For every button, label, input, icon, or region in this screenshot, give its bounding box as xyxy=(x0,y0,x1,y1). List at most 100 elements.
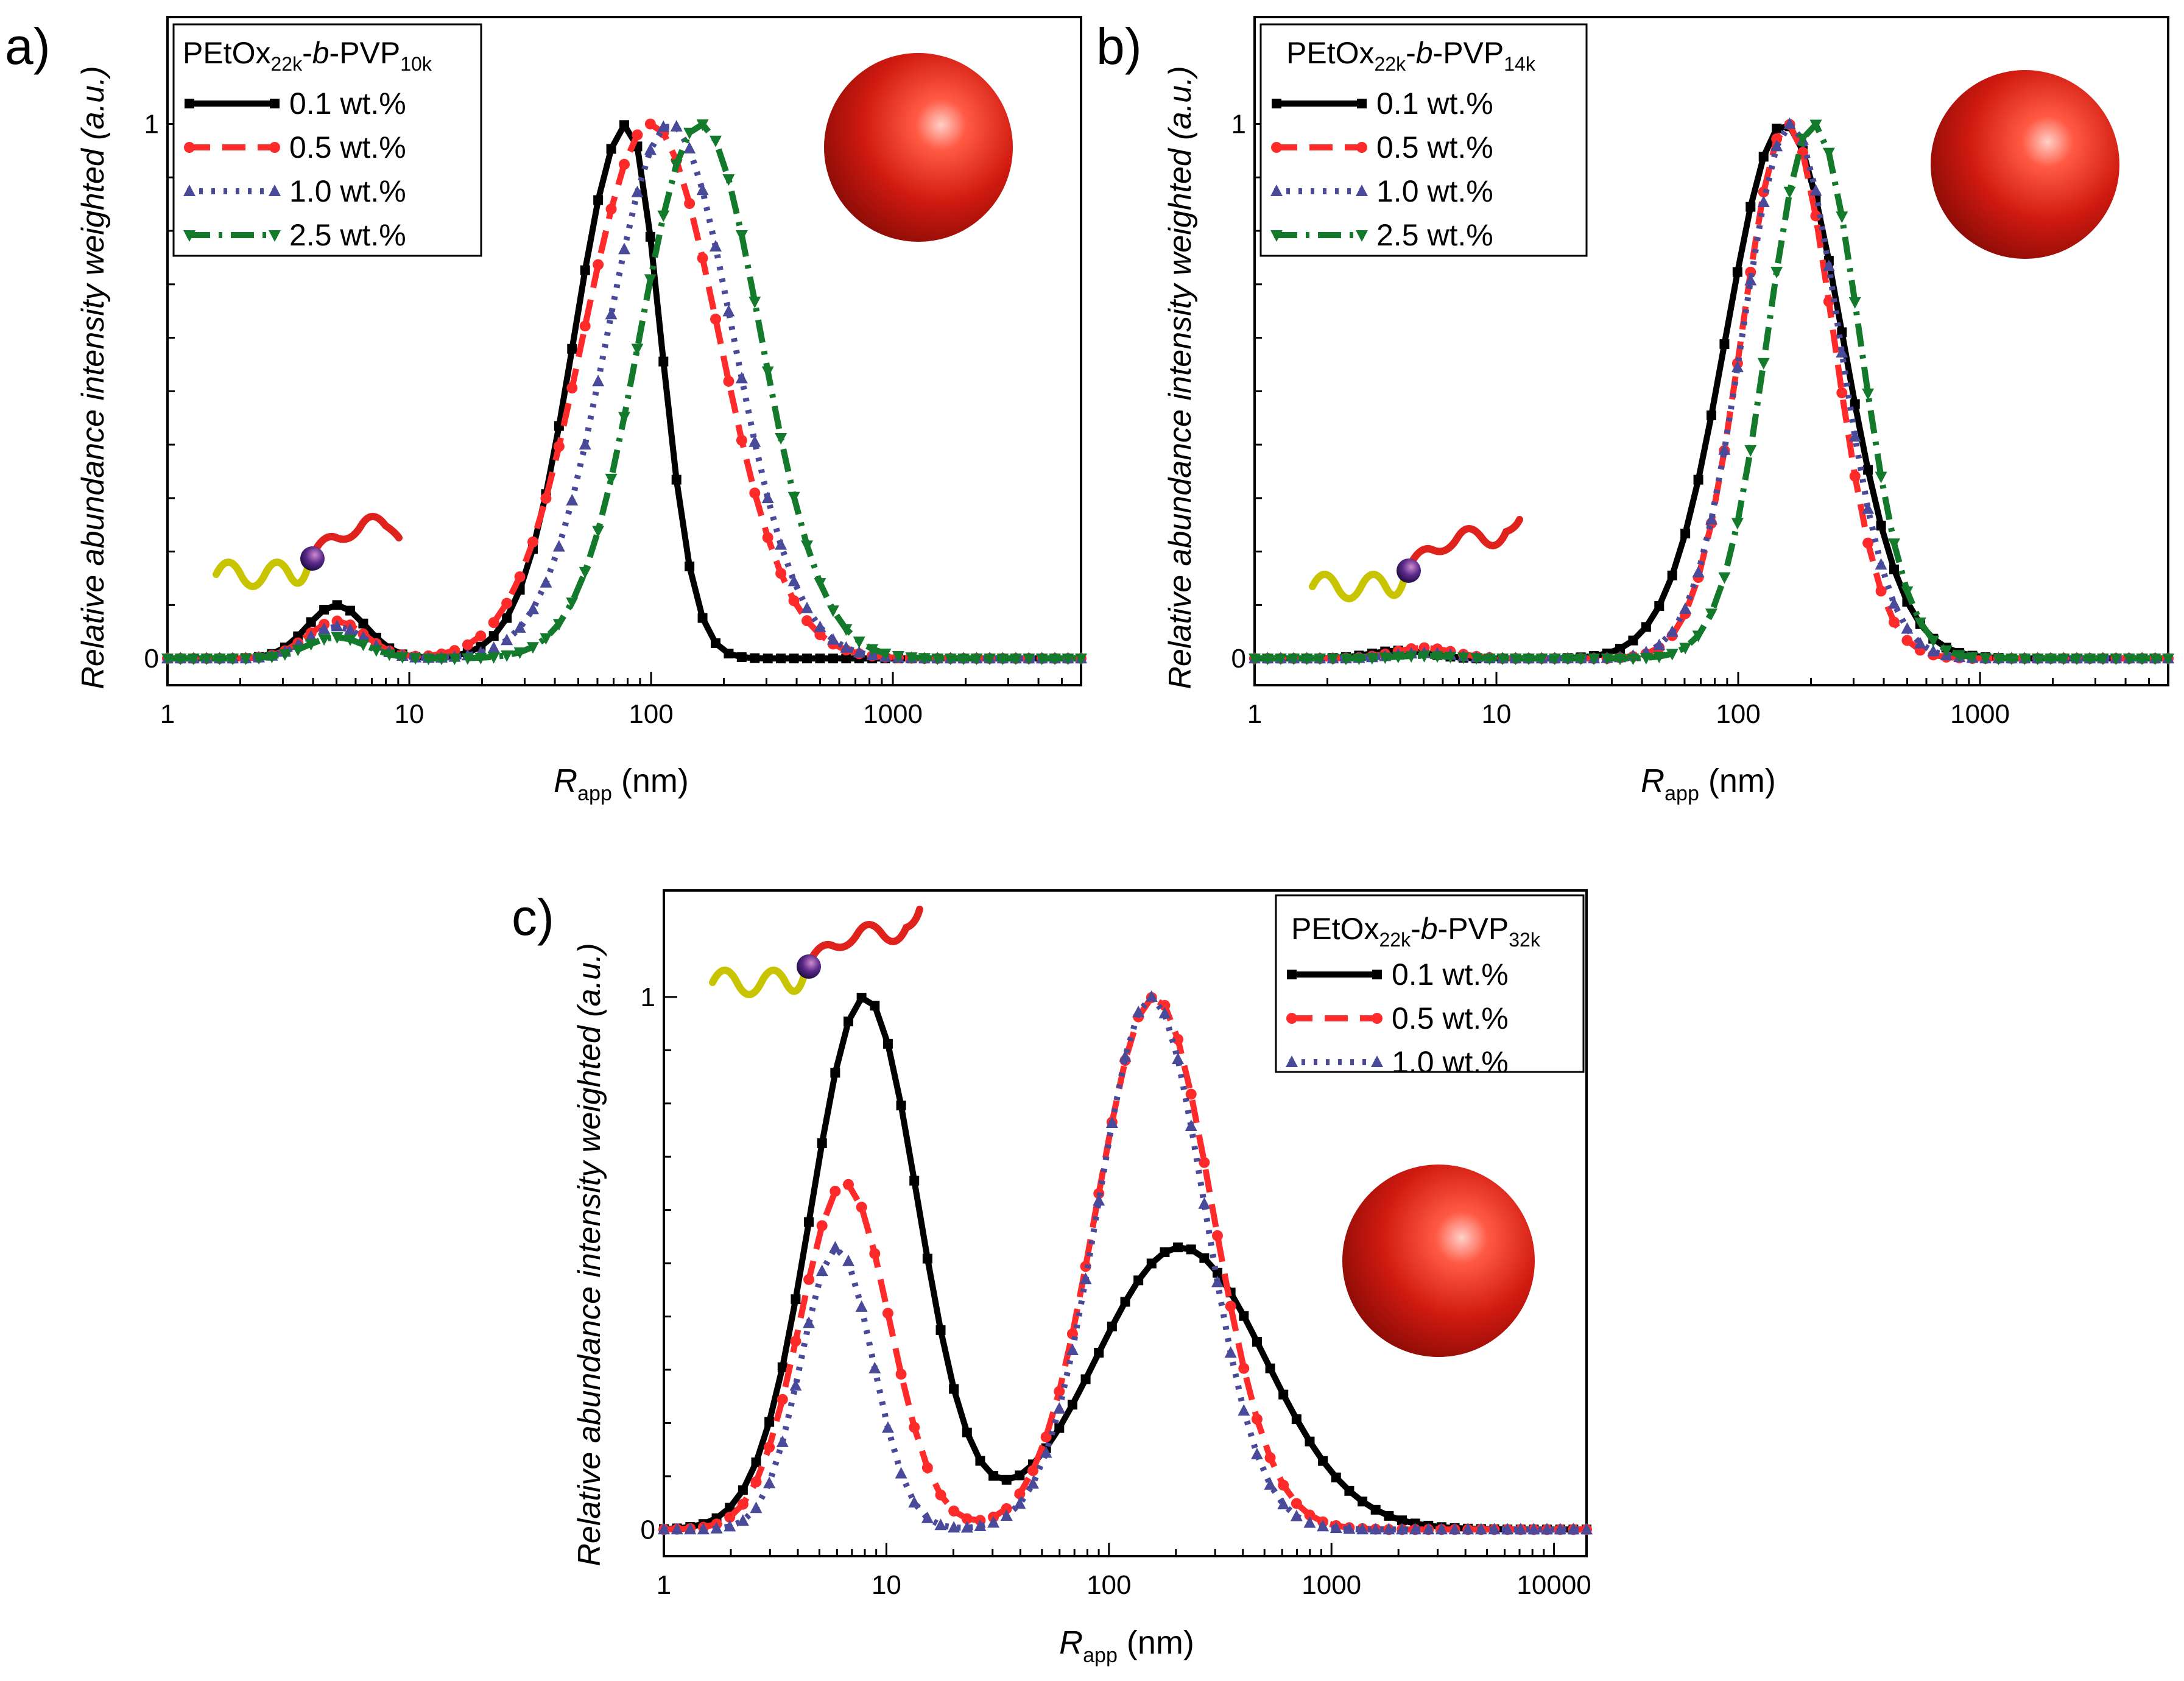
data-point xyxy=(944,654,957,666)
legend-marker xyxy=(1371,1055,1383,1067)
data-point xyxy=(1901,635,1913,646)
data-point xyxy=(580,265,590,275)
data-point xyxy=(266,652,278,664)
data-point xyxy=(592,375,605,387)
legend-label: 0.1 wt.% xyxy=(1392,957,1509,992)
legend-label: 1.0 wt.% xyxy=(1376,174,1493,208)
data-point xyxy=(749,487,761,499)
data-point xyxy=(1370,1504,1381,1515)
data-point xyxy=(566,597,579,610)
data-point xyxy=(840,624,853,636)
data-point xyxy=(1889,616,1900,628)
legend-b: PEtOx22k-b-PVP14k 0.1 wt.% 0.5 wt.% 1.0 wt… xyxy=(1259,23,1588,257)
panel-label-b: b) xyxy=(1096,18,1142,75)
data-point xyxy=(658,356,669,367)
data-point xyxy=(619,120,629,130)
x-axis-label-a: Rapp (nm) xyxy=(554,763,689,805)
data-point xyxy=(644,274,657,286)
data-point xyxy=(1353,654,1365,666)
data-point xyxy=(737,1498,749,1510)
data-point xyxy=(1384,1510,1394,1521)
y-axis-label-c: Relative abundance intensity weighted (a… xyxy=(572,943,607,1566)
data-point xyxy=(787,574,800,587)
data-point xyxy=(895,1369,907,1380)
data-point xyxy=(1409,1523,1421,1535)
data-point xyxy=(1692,566,1705,578)
data-point xyxy=(1278,1389,1289,1400)
data-point xyxy=(948,1521,960,1533)
data-point xyxy=(1239,1311,1249,1321)
data-point xyxy=(2136,654,2149,666)
data-point xyxy=(1303,1516,1316,1528)
legend-label: 0.1 wt.% xyxy=(289,86,406,121)
legend-entry: 1.0 wt.% xyxy=(1270,174,1493,208)
data-point xyxy=(957,654,970,666)
data-point xyxy=(1966,652,1979,664)
legend-marker xyxy=(1286,1013,1297,1024)
data-point xyxy=(357,640,370,652)
data-point xyxy=(830,1068,840,1078)
data-point xyxy=(801,601,813,613)
legend-marker xyxy=(1270,185,1283,196)
data-point xyxy=(1501,1523,1514,1535)
legend-title-b: PEtOx22k-b-PVP14k xyxy=(1286,36,1536,75)
data-point xyxy=(776,1435,789,1447)
data-point xyxy=(1172,1052,1185,1065)
legend-marker xyxy=(1356,230,1368,242)
legend-entry: 2.5 wt.% xyxy=(183,218,406,252)
data-point xyxy=(892,650,904,663)
data-point xyxy=(801,540,813,552)
plot-frame xyxy=(166,16,1082,686)
data-point xyxy=(1397,1515,1407,1526)
data-point xyxy=(1053,1401,1066,1414)
data-point xyxy=(1875,585,1887,597)
legend-marker xyxy=(1271,142,1282,153)
data-point xyxy=(657,210,670,222)
data-point xyxy=(306,617,316,627)
data-point xyxy=(1888,597,1900,609)
x-axis-label-c: Rapp (nm) xyxy=(1059,1624,1194,1667)
data-point xyxy=(697,252,708,264)
data-point xyxy=(2057,654,2070,666)
x-ticks: 1 10 100 1000 xyxy=(160,672,1082,729)
data-point xyxy=(1462,1523,1474,1535)
y-tick-label: 0 xyxy=(144,644,159,674)
legend-label: 0.1 wt.% xyxy=(1376,86,1493,121)
data-point xyxy=(475,630,487,642)
data-point xyxy=(763,1476,776,1489)
data-point xyxy=(1326,654,1339,666)
data-point xyxy=(1080,1374,1091,1384)
data-point xyxy=(1015,1470,1025,1481)
data-point xyxy=(749,297,761,309)
data-point xyxy=(683,127,696,139)
data-point xyxy=(1146,1258,1157,1269)
data-point xyxy=(1731,361,1744,373)
data-point xyxy=(1211,1275,1224,1288)
series-1-0-wt- xyxy=(658,990,1593,1535)
data-point xyxy=(1509,654,1522,666)
data-point xyxy=(881,1421,894,1433)
data-point xyxy=(684,198,696,210)
data-point xyxy=(1107,1321,1117,1331)
data-point xyxy=(1745,202,1756,212)
data-point xyxy=(1836,387,1848,398)
series-group xyxy=(1249,117,2174,666)
data-point xyxy=(853,636,865,649)
data-point xyxy=(1667,570,1677,580)
plot-frame xyxy=(1253,16,2169,686)
data-point xyxy=(1614,654,1626,666)
data-point xyxy=(513,647,526,659)
data-point xyxy=(856,1202,867,1213)
legend-marker xyxy=(1356,142,1367,153)
data-point xyxy=(632,129,643,141)
data-point xyxy=(644,143,657,155)
data-point xyxy=(1705,513,1717,525)
data-point xyxy=(1488,1523,1501,1535)
legend-entry: 0.5 wt.% xyxy=(184,130,406,164)
data-point xyxy=(2018,654,2031,666)
data-point xyxy=(566,382,578,394)
data-point xyxy=(829,1241,842,1253)
data-point xyxy=(817,1138,827,1148)
data-point xyxy=(996,654,1009,666)
